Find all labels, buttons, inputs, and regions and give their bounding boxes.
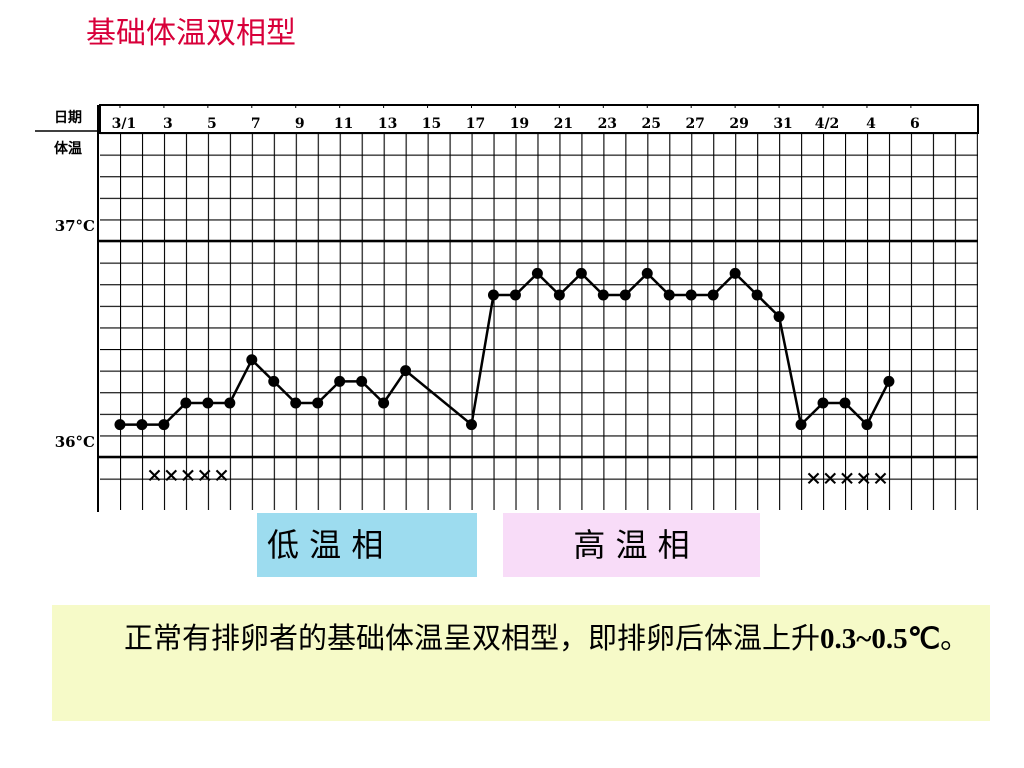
- x-tick-label: 31: [773, 116, 792, 132]
- y-header: 体温: [54, 140, 82, 157]
- data-point: [114, 419, 126, 431]
- caption-bold: 0.3~0.5℃: [820, 623, 941, 655]
- data-point: [707, 289, 719, 301]
- data-point: [356, 375, 368, 387]
- data-point: [400, 365, 412, 377]
- y-tick-label: 36°C: [55, 433, 95, 451]
- data-point: [817, 397, 829, 409]
- data-point: [773, 311, 785, 323]
- x-tick-label: 7: [251, 116, 261, 132]
- slide-title: 基础体温双相型: [86, 16, 296, 51]
- x-tick-label: 3: [163, 116, 173, 132]
- x-tick-label: 27: [685, 116, 704, 132]
- data-point: [334, 375, 346, 387]
- data-point: [729, 267, 741, 279]
- x-tick-label: 9: [295, 116, 305, 132]
- data-point: [136, 419, 148, 431]
- data-point: [575, 267, 587, 279]
- chart: 日期 体温 ××××× ××××× 36°C 37°C 3/1 3 5 7 9 11 13 15 1…: [35, 104, 979, 512]
- data-point: [641, 267, 653, 279]
- data-point: [795, 419, 807, 431]
- data-point: [268, 375, 280, 387]
- data-point: [202, 397, 214, 409]
- data-point: [883, 375, 895, 387]
- x-tick-label: 4: [866, 116, 876, 132]
- data-point: [487, 289, 499, 301]
- x-tick-label: 29: [729, 116, 748, 132]
- data-point: [861, 419, 873, 431]
- data-point: [597, 289, 609, 301]
- data-point: [751, 289, 763, 301]
- phase-label: 低 温 相: [257, 513, 477, 577]
- x-tick-label: 6: [910, 116, 920, 132]
- x-tick-label: 15: [422, 116, 441, 132]
- data-point: [180, 397, 192, 409]
- x-tick-label: 23: [598, 116, 617, 132]
- data-point: [465, 419, 477, 431]
- data-point: [224, 397, 236, 409]
- x-tick-label: 25: [642, 116, 661, 132]
- caption: 正常有排卵者的基础体温呈双相型，即排卵后体温上升0.3~0.5℃。: [52, 605, 990, 721]
- x-tick-label: 4/2: [815, 116, 840, 132]
- data-point: [378, 397, 390, 409]
- data-point: [839, 397, 851, 409]
- caption-text: 正常有排卵者的基础体温呈双相型，即排卵后体温上升: [124, 621, 821, 655]
- data-point: [509, 289, 521, 301]
- caption-end: 。: [940, 621, 970, 655]
- data-point: [290, 397, 302, 409]
- x-tick-label: 19: [510, 116, 529, 132]
- x-tick-label: 21: [554, 116, 573, 132]
- data-point: [531, 267, 543, 279]
- data-point: [158, 419, 170, 431]
- y-tick-label: 37°C: [55, 217, 95, 235]
- x-header: 日期: [54, 110, 82, 126]
- phase-label: 高 温 相: [503, 513, 760, 577]
- data-point: [663, 289, 675, 301]
- x-tick-label: 17: [466, 116, 485, 132]
- data-point: [619, 289, 631, 301]
- data-point: [685, 289, 697, 301]
- grid-pattern: [100, 133, 978, 490]
- temperature-line: [120, 271, 891, 428]
- header-row: [99, 104, 979, 134]
- x-tick-label: 11: [334, 116, 353, 132]
- x-tick-label: 13: [378, 116, 397, 132]
- annotation: ×××××: [805, 466, 889, 490]
- data-point: [246, 354, 258, 366]
- x-tick-label: 3/1: [112, 116, 137, 132]
- x-tick-label: 5: [207, 116, 217, 132]
- data-point: [312, 397, 324, 409]
- annotation: ×××××: [146, 463, 230, 487]
- data-point: [553, 289, 565, 301]
